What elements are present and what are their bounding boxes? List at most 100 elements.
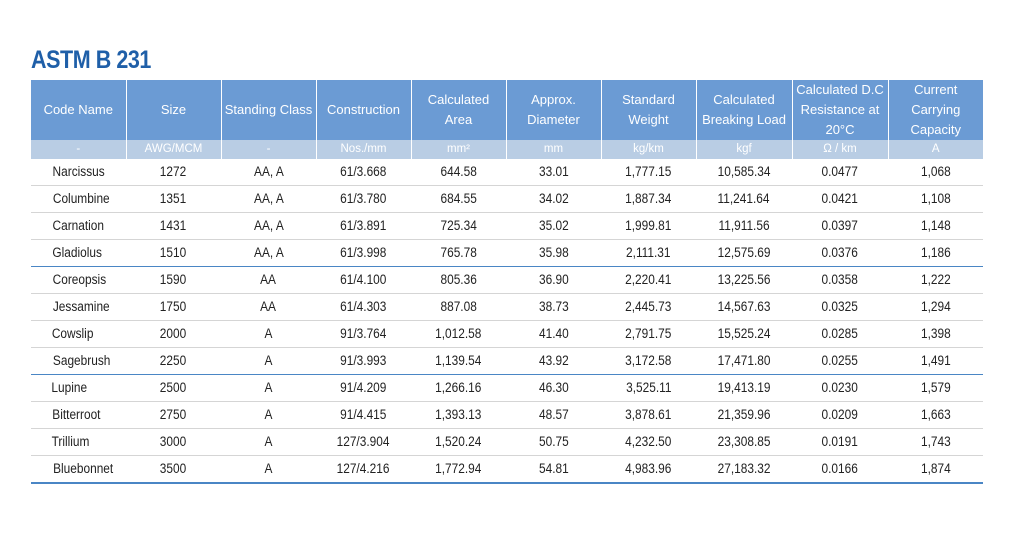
table-cell: 887.08 <box>411 293 506 321</box>
cell-text: 725.34 <box>440 218 477 233</box>
table-cell: 0.0477 <box>792 159 888 186</box>
cell-text: 17,471.80 <box>717 353 771 368</box>
cell-text: Cowslip <box>51 326 94 341</box>
table-cell: A <box>221 374 316 402</box>
unit-cell: kg/km <box>601 140 697 159</box>
header-row: Code Name Size Standing Class Construction C… <box>31 80 983 140</box>
column-header-line1: Current Carrying <box>911 82 961 117</box>
table-cell: 61/4.303 <box>316 293 411 321</box>
cell-text: A <box>264 461 273 476</box>
table-cell: 27,183.32 <box>696 455 792 484</box>
column-header-line1: Code Name <box>43 102 113 117</box>
cell-text: 1,186 <box>920 245 951 260</box>
units-row: - AWG/MCM - Nos./mm mm² mm kg/km kgf Ω / km A <box>31 140 983 159</box>
code-name-cell: Trillium <box>31 428 126 456</box>
table-cell: 91/4.209 <box>316 374 411 402</box>
column-header: Standing Class <box>221 80 317 140</box>
table-cell: 1,012.58 <box>411 320 506 348</box>
table-row: Trillium 3000 A 127/3.904 1,520.24 50.75 4,232… <box>31 428 983 456</box>
code-name-cell: Narcissus <box>31 159 126 186</box>
cell-text: 1750 <box>160 299 187 314</box>
column-header-line2: Capacity <box>910 122 962 137</box>
table-cell: 2,791.75 <box>601 320 696 348</box>
cell-text: Jessamine <box>52 299 110 314</box>
spec-sheet: ASTM B 231 Code Name Size Standing Class Co… <box>31 44 983 484</box>
table-cell: 3000 <box>126 428 221 456</box>
cell-text: 0.0285 <box>821 326 859 341</box>
column-header: Size <box>126 80 222 140</box>
cell-text: 91/3.993 <box>340 353 387 368</box>
cell-text: 1351 <box>160 191 187 206</box>
table-cell: 3,525.11 <box>601 374 696 402</box>
table-row: Jessamine 1750 AA 61/4.303 887.08 38.73 2,445.… <box>31 293 983 321</box>
table-cell: 14,567.63 <box>696 293 792 321</box>
cell-text: 684.55 <box>440 191 477 206</box>
column-header-line2: Area <box>444 112 473 127</box>
table-cell: 61/3.780 <box>316 185 411 213</box>
spec-table: Code Name Size Standing Class Construction C… <box>31 80 983 484</box>
table-cell: 41.40 <box>506 320 601 348</box>
unit-cell: AWG/MCM <box>126 140 222 159</box>
table-cell: A <box>221 320 316 348</box>
column-header-line2: Breaking Load <box>702 112 786 127</box>
table-row: Bitterroot 2750 A 91/4.415 1,393.13 48.57 3,87… <box>31 401 983 429</box>
table-row: Columbine 1351 AA, A 61/3.780 684.55 34.02 1,8… <box>31 185 983 213</box>
cell-text: A <box>264 380 273 395</box>
cell-text: 13,225.56 <box>717 272 771 287</box>
cell-text: Lupine <box>51 380 88 395</box>
code-name-cell: Jessamine <box>31 293 126 321</box>
table-cell: 1,743 <box>888 428 983 456</box>
table-cell: 1,393.13 <box>411 401 506 429</box>
table-cell: 644.58 <box>411 159 506 186</box>
cell-text: AA <box>260 272 277 287</box>
table-cell: 1,772.94 <box>411 455 506 484</box>
table-cell: 12,575.69 <box>696 239 792 267</box>
cell-text: 644.58 <box>440 164 477 179</box>
table-cell: 1,491 <box>888 347 983 375</box>
table-cell: 127/4.216 <box>316 455 411 484</box>
column-header: Code Name <box>31 80 127 140</box>
code-name-cell: Bitterroot <box>31 401 126 429</box>
table-cell: AA, A <box>221 212 316 240</box>
column-header-line1: Construction <box>327 102 400 117</box>
table-cell: 1,398 <box>888 320 983 348</box>
table-cell: AA, A <box>221 185 316 213</box>
table-cell: 1,294 <box>888 293 983 321</box>
cell-text: 3,525.11 <box>625 380 672 395</box>
cell-text: 14,567.63 <box>717 299 771 314</box>
column-header-line2: Weight <box>628 112 669 127</box>
cell-text: 0.0421 <box>821 191 859 206</box>
cell-text: 0.0166 <box>821 461 859 476</box>
cell-text: 1,266.16 <box>435 380 482 395</box>
cell-text: 2,445.73 <box>625 299 672 314</box>
cell-text: 12,575.69 <box>717 245 771 260</box>
cell-text: 1590 <box>160 272 187 287</box>
cell-text: 0.0325 <box>821 299 859 314</box>
cell-text: 3000 <box>160 434 187 449</box>
cell-text: 887.08 <box>440 299 477 314</box>
unit-cell: kgf <box>696 140 793 159</box>
cell-text: 0.0255 <box>821 353 859 368</box>
cell-text: 1,398 <box>920 326 951 341</box>
cell-text: 127/4.216 <box>337 461 390 476</box>
cell-text: 10,585.34 <box>717 164 771 179</box>
table-cell: 1431 <box>126 212 221 240</box>
table-cell: 34.02 <box>506 185 601 213</box>
table-cell: 4,983.96 <box>601 455 696 484</box>
column-header-line1: Approx. <box>531 92 576 107</box>
table-cell: 2750 <box>126 401 221 429</box>
table-cell: 1750 <box>126 293 221 321</box>
cell-text: 0.0191 <box>821 434 859 449</box>
table-cell: 13,225.56 <box>696 266 792 294</box>
table-cell: 0.0421 <box>792 185 888 213</box>
cell-text: AA, A <box>253 164 284 179</box>
column-header: Current Carrying Capacity <box>888 80 983 140</box>
table-row: Narcissus 1272 AA, A 61/3.668 644.58 33.01 1,7… <box>31 159 983 186</box>
table-cell: AA, A <box>221 239 316 267</box>
table-row: Gladiolus 1510 AA, A 61/3.998 765.78 35.98 2,1… <box>31 239 983 267</box>
cell-text: 61/3.780 <box>340 191 387 206</box>
cell-text: 1431 <box>160 218 187 233</box>
table-cell: 1,148 <box>888 212 983 240</box>
table-cell: 725.34 <box>411 212 506 240</box>
table-cell: 1,186 <box>888 239 983 267</box>
